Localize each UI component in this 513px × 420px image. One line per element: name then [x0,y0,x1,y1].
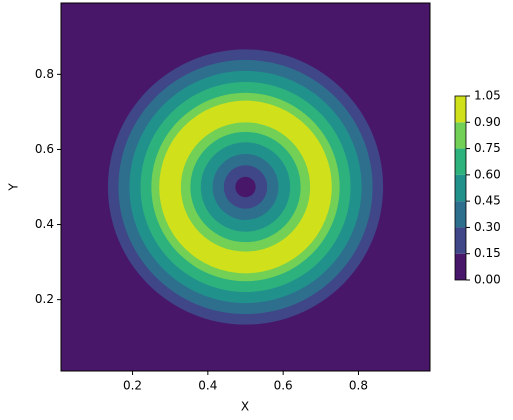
colorbar-band [455,174,466,202]
colorbar-tick-label: 0.30 [474,220,501,234]
colorbar-band [455,148,466,175]
y-tick-label: 0.8 [35,67,54,81]
colorbar-band [455,122,466,149]
x-tick-label: 0.8 [349,379,368,393]
y-tick-label: 0.2 [35,292,54,306]
x-tick-label: 0.6 [274,379,293,393]
colorbar-band [455,253,466,280]
x-axis-label: X [241,400,249,414]
y-axis-label: Y [7,183,21,192]
colorbar-tick-label: 0.45 [474,194,501,208]
x-tick-label: 0.4 [198,379,217,393]
y-tick-label: 0.4 [35,217,54,231]
colorbar-tick-label: 0.90 [474,115,501,129]
colorbar-tick-label: 0.15 [474,246,501,260]
colorbar-tick-label: 1.05 [474,89,501,103]
colorbar-band [455,227,466,254]
x-tick-label: 0.2 [123,379,142,393]
colorbar-tick-label: 0.00 [474,273,501,287]
colorbar-tick-label: 0.60 [474,167,501,181]
colorbar-tick-label: 0.75 [474,141,501,155]
colorbar-band [455,201,466,228]
colorbar-band [455,96,466,123]
y-tick-label: 0.6 [35,142,54,156]
plot-frame [60,2,431,372]
colorbar-frame [454,95,467,281]
